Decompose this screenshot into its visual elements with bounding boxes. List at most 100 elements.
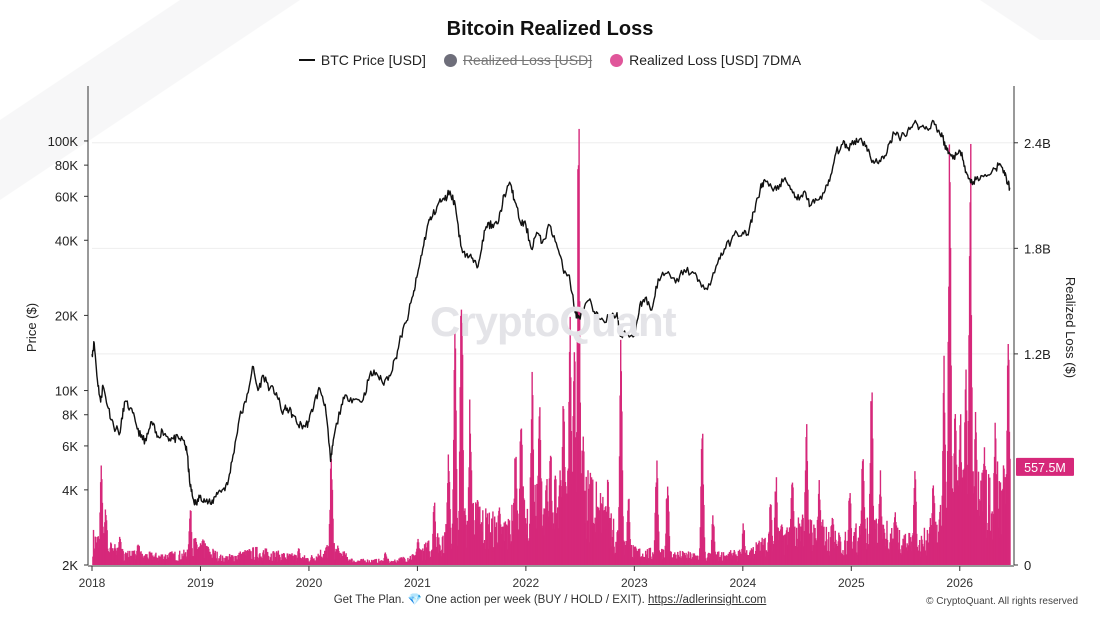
- loss-bar: [1009, 458, 1011, 565]
- legend-item-realized-loss[interactable]: Realized Loss [USD]: [443, 52, 593, 68]
- loss-bar: [690, 553, 692, 565]
- loss-bar: [752, 547, 754, 565]
- legend-item-btc-price[interactable]: BTC Price [USD]: [298, 52, 426, 68]
- loss-bar: [216, 551, 218, 565]
- loss-bar: [462, 450, 464, 565]
- loss-bar: [492, 511, 494, 565]
- loss-bar: [442, 535, 444, 565]
- loss-bar: [926, 529, 929, 565]
- loss-bar: [736, 556, 738, 565]
- left-axis-label: Price ($): [24, 303, 39, 352]
- loss-bar: [802, 518, 804, 565]
- left-tick-label: 100K: [48, 134, 79, 149]
- loss-bar: [630, 544, 633, 565]
- loss-bar: [226, 556, 228, 565]
- loss-bar: [797, 517, 800, 565]
- loss-bar: [809, 519, 812, 565]
- loss-bar: [782, 535, 785, 565]
- loss-bar: [375, 558, 378, 565]
- loss-bar: [276, 552, 278, 565]
- loss-bar: [896, 527, 899, 565]
- loss-bar: [420, 550, 423, 565]
- left-tick-label: 2K: [62, 558, 78, 573]
- loss-bar: [366, 559, 369, 565]
- loss-bar: [823, 526, 825, 565]
- loss-bar: [800, 526, 802, 565]
- loss-bar: [649, 547, 652, 565]
- loss-bar: [250, 551, 252, 565]
- loss-bar: [341, 555, 343, 565]
- loss-bar: [152, 555, 154, 565]
- loss-bar: [540, 481, 543, 565]
- loss-bar: [722, 552, 725, 565]
- loss-bar: [218, 558, 220, 565]
- right-tick-label: 1.8B: [1024, 241, 1051, 256]
- loss-bar: [279, 557, 281, 565]
- loss-bar: [661, 548, 663, 565]
- legend-item-realized-loss-7dma[interactable]: Realized Loss [USD] 7DMA: [610, 52, 801, 68]
- x-tick-label: 2021: [404, 576, 431, 590]
- loss-bar: [456, 517, 458, 565]
- loss-bar: [127, 550, 129, 565]
- loss-bar: [404, 559, 406, 565]
- loss-bar: [610, 513, 612, 565]
- loss-bar: [488, 512, 491, 565]
- loss-bar: [659, 552, 662, 565]
- loss-bar: [380, 560, 382, 565]
- loss-bar: [398, 558, 400, 565]
- legend-label: Realized Loss [USD] 7DMA: [629, 52, 802, 68]
- loss-bar: [224, 557, 226, 565]
- left-tick-label: 10K: [55, 384, 78, 399]
- loss-bar: [129, 550, 131, 565]
- left-tick-label: 4K: [62, 483, 78, 498]
- left-tick-label: 20K: [55, 308, 78, 323]
- loss-bar: [161, 554, 164, 565]
- legend-label: BTC Price [USD]: [320, 52, 426, 68]
- loss-bar: [507, 518, 510, 565]
- loss-bar: [277, 550, 280, 565]
- x-tick-label: 2025: [838, 576, 865, 590]
- copyright: © CryptoQuant. All rights reserved: [926, 596, 1078, 607]
- loss-bar: [482, 510, 484, 565]
- right-tick-label: 1.2B: [1024, 347, 1051, 362]
- loss-bar: [844, 531, 847, 565]
- loss-bar: [716, 551, 719, 565]
- chart-title: Bitcoin Realized Loss: [446, 18, 654, 40]
- loss-bar: [612, 518, 615, 565]
- btc-price-line: [91, 119, 1011, 506]
- footer-text: Get The Plan. 💎 One action per week (BUY…: [333, 594, 645, 606]
- loss-bar: [122, 551, 124, 565]
- loss-bar: [130, 555, 132, 565]
- loss-bar: [644, 550, 647, 565]
- loss-bar: [971, 387, 973, 565]
- loss-bar: [592, 479, 594, 565]
- loss-bar: [734, 551, 736, 565]
- loss-bar: [171, 551, 173, 565]
- loss-bar: [623, 541, 625, 565]
- loss-bar: [436, 533, 439, 565]
- loss-bar: [174, 551, 176, 565]
- loss-bar: [565, 486, 567, 565]
- loss-bar: [479, 506, 481, 565]
- loss-bar: [925, 540, 927, 565]
- loss-bar: [523, 500, 526, 565]
- loss-bar: [222, 557, 224, 565]
- loss-bar: [348, 559, 351, 565]
- x-tick-label: 2019: [187, 576, 214, 590]
- loss-bar: [794, 526, 796, 565]
- loss-bar: [464, 515, 467, 565]
- loss-bar: [472, 502, 475, 565]
- loss-bar: [388, 560, 390, 565]
- legend-label: Realized Loss [USD]: [462, 52, 593, 68]
- loss-bar: [668, 536, 671, 565]
- loss-bar: [703, 537, 706, 565]
- loss-bar: [923, 527, 926, 565]
- dot-swatch-icon: [610, 53, 624, 67]
- loss-bar: [749, 550, 751, 565]
- loss-bar: [764, 537, 766, 565]
- footer-link[interactable]: https://adlerinsight.com: [648, 594, 767, 606]
- loss-bar: [718, 551, 720, 565]
- loss-bar: [587, 488, 590, 565]
- loss-bar: [272, 551, 275, 565]
